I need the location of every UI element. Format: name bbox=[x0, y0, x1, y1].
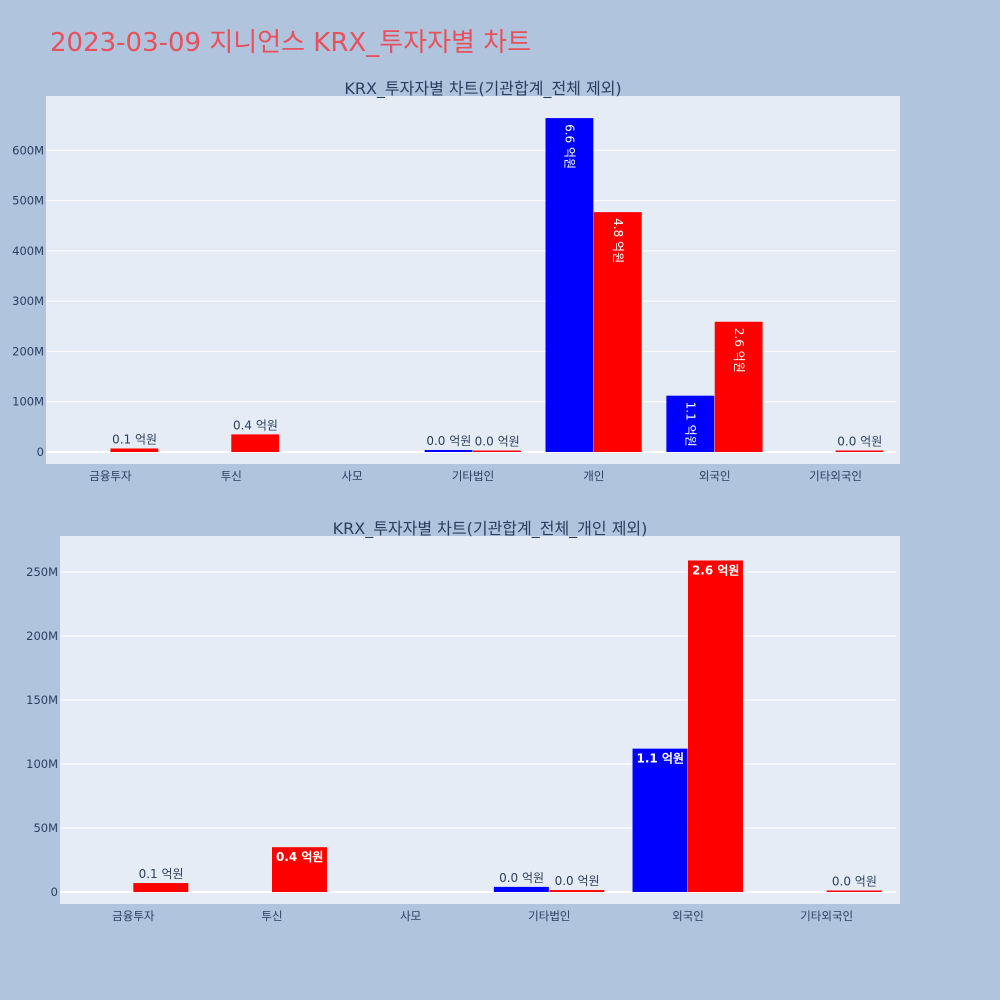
data-label: 0.1 억원 bbox=[139, 867, 184, 881]
y-tick-label: 0 bbox=[37, 445, 44, 459]
y-tick-label: 100M bbox=[26, 757, 58, 771]
bar bbox=[493, 886, 549, 892]
bar bbox=[593, 212, 642, 452]
x-tick-label: 사모 bbox=[400, 909, 421, 923]
x-tick-label: 외국인 bbox=[699, 469, 731, 483]
bar bbox=[688, 560, 743, 892]
y-tick-label: 200M bbox=[26, 629, 58, 643]
y-tick-label: 100M bbox=[12, 395, 44, 409]
x-tick-label: 기타법인 bbox=[528, 909, 570, 923]
x-tick-label: 금융투자 bbox=[89, 469, 132, 483]
y-tick-label: 200M bbox=[12, 344, 44, 358]
x-tick-label: 투신 bbox=[221, 469, 242, 483]
x-tick-label: 투신 bbox=[261, 909, 282, 923]
data-label: 0.4 억원 bbox=[233, 418, 278, 432]
chart-investor-all: KRX_투자자별 차트(기관합계_전체 제외) 0 100M 200M 300M 400M… bbox=[12, 79, 900, 483]
y-tick-label: 600M bbox=[12, 143, 44, 157]
bar bbox=[272, 847, 327, 892]
data-label: 0.0 억원 bbox=[555, 874, 600, 888]
x-tick-label: 기타외국인 bbox=[800, 909, 853, 923]
x-tick-label: 금융투자 bbox=[112, 909, 155, 923]
data-label: 0.0 억원 bbox=[499, 871, 544, 885]
x-tick-label: 개인 bbox=[583, 469, 604, 483]
data-label: 6.6 억원 bbox=[563, 124, 577, 169]
chart-title: KRX_투자자별 차트(기관합계_전체 제외) bbox=[344, 79, 621, 99]
data-label: 0.1 억원 bbox=[112, 432, 157, 446]
bar bbox=[714, 321, 763, 452]
bar bbox=[424, 449, 473, 452]
y-tick-label: 50M bbox=[33, 821, 58, 835]
y-tick-label: 250M bbox=[26, 565, 58, 579]
x-tick-label: 외국인 bbox=[672, 909, 704, 923]
data-label: 1.1 억원 bbox=[684, 402, 698, 447]
y-tick-label: 300M bbox=[12, 294, 44, 308]
chart-investor-excl-individual: KRX_투자자별 차트(기관합계_전체_개인 제외) 0 50M 100M 150M 20… bbox=[26, 519, 900, 923]
data-label: 2.6 억원 bbox=[732, 328, 746, 373]
chart-title: KRX_투자자별 차트(기관합계_전체_개인 제외) bbox=[333, 519, 648, 539]
data-label: 0.0 억원 bbox=[837, 435, 882, 449]
bar bbox=[826, 890, 882, 892]
y-tick-label: 150M bbox=[26, 693, 58, 707]
x-tick-label: 기타법인 bbox=[452, 469, 494, 483]
data-label: 0.0 억원 bbox=[475, 435, 520, 449]
bar bbox=[835, 450, 884, 452]
bar bbox=[110, 448, 159, 452]
y-tick-label: 0 bbox=[51, 885, 58, 899]
y-tick-label: 500M bbox=[12, 194, 44, 208]
bar bbox=[549, 890, 605, 892]
data-label: 2.6 억원 bbox=[692, 563, 740, 577]
bar bbox=[632, 748, 688, 892]
bar bbox=[666, 395, 715, 452]
bar bbox=[231, 434, 280, 452]
bar bbox=[545, 118, 594, 453]
data-label: 1.1 억원 bbox=[637, 752, 685, 766]
data-label: 0.0 억원 bbox=[832, 875, 877, 889]
page-title: 2023-03-09 지니언스 KRX_투자자별 차트 bbox=[50, 28, 532, 58]
bar bbox=[473, 450, 521, 452]
y-tick-label: 400M bbox=[12, 244, 44, 258]
plot-area bbox=[46, 96, 900, 464]
x-tick-label: 사모 bbox=[342, 469, 363, 483]
data-label: 4.8 억원 bbox=[611, 218, 625, 263]
bar bbox=[133, 883, 189, 892]
plot-area bbox=[60, 536, 900, 904]
data-label: 0.0 억원 bbox=[426, 434, 471, 448]
x-tick-label: 기타외국인 bbox=[809, 469, 862, 483]
data-label: 0.4 억원 bbox=[276, 850, 324, 864]
